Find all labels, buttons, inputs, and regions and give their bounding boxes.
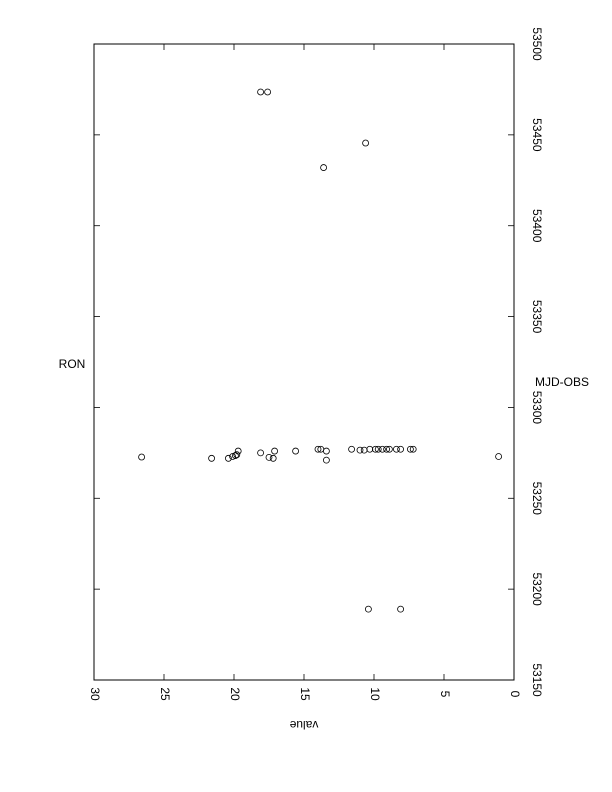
point (409, 445, 417, 453)
point (257, 88, 265, 96)
point (234, 447, 242, 455)
point (495, 453, 503, 460)
point (385, 445, 393, 453)
point (257, 449, 265, 457)
x-tick-label: 53300 (530, 391, 544, 425)
y-tick-label: 30 (88, 687, 102, 701)
chart-title: RON (59, 357, 86, 371)
x-tick-label: 53450 (530, 118, 544, 152)
x-tick-label: 53250 (530, 482, 544, 516)
point (320, 164, 328, 171)
point (397, 605, 405, 613)
point (362, 139, 370, 147)
y-tick-label: 15 (298, 687, 312, 701)
y-tick-label: 5 (438, 691, 452, 698)
point (374, 445, 382, 453)
point (264, 88, 272, 96)
point (138, 453, 146, 461)
point (269, 454, 277, 462)
point (360, 446, 368, 454)
point (364, 605, 372, 613)
point (348, 445, 356, 453)
point (322, 456, 330, 464)
point (265, 453, 273, 461)
y-tick-label: 25 (158, 687, 172, 701)
point (397, 445, 405, 453)
x-tick-label: 53500 (530, 27, 544, 61)
point (233, 451, 241, 459)
point (406, 445, 414, 453)
point (392, 445, 400, 453)
point (366, 445, 374, 453)
point (208, 454, 216, 462)
x-tick-label: 53200 (530, 572, 544, 606)
x-tick-label: 53150 (530, 663, 544, 697)
y-tick-label: 20 (228, 687, 242, 701)
point (371, 445, 379, 453)
point (322, 447, 330, 455)
point (378, 445, 386, 453)
x-tick-label: 53400 (530, 209, 544, 243)
plot-frame (93, 43, 515, 681)
point (356, 446, 364, 454)
y-axis-label: value (289, 718, 318, 732)
y-tick-label: 10 (368, 687, 382, 701)
y-tick-label: 0 (508, 691, 522, 698)
point (271, 447, 279, 455)
x-axis-label: MJD-OBS (535, 375, 589, 389)
point (224, 454, 232, 462)
point (229, 453, 237, 460)
point (314, 445, 322, 453)
x-tick-label: 53350 (530, 300, 544, 334)
point (292, 447, 300, 455)
point (383, 445, 391, 453)
